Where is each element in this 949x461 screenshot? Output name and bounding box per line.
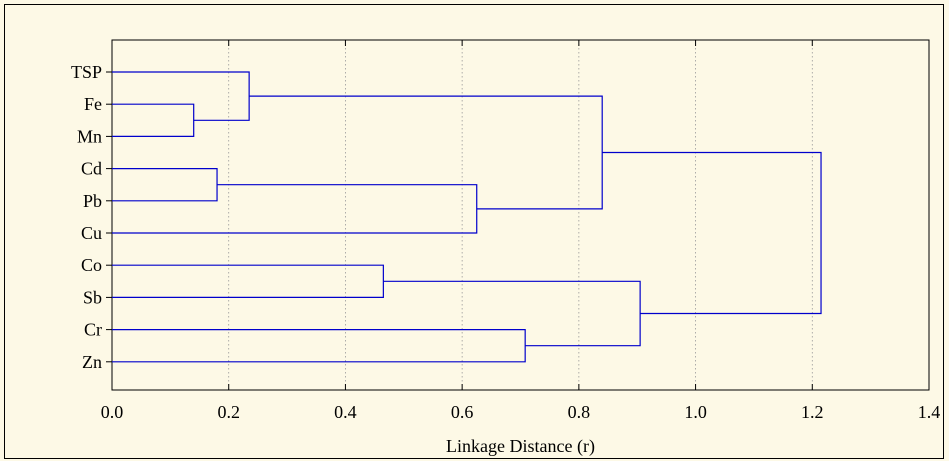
leaf-labels: TSP Fe Mn Cd Pb Cu Co Sb Cr Zn: [71, 62, 112, 372]
chart-frame: [4, 4, 944, 459]
x-tick-label: 0.4: [334, 402, 357, 422]
link-8: [383, 280, 641, 347]
x-tick-label: 1.0: [684, 402, 707, 422]
leaf-label-Pb: Pb: [83, 191, 102, 211]
link-4: [112, 184, 478, 234]
gridlines: [228, 40, 813, 390]
leaf-label-Mn: Mn: [77, 126, 102, 146]
leaf-label-Cu: Cu: [81, 223, 102, 243]
leaf-label-Fe: Fe: [84, 94, 102, 114]
plot-area: [111, 39, 930, 391]
link-6: [112, 264, 384, 298]
x-tick-label: 1.4: [918, 402, 941, 422]
link-7: [112, 329, 526, 363]
leaf-label-Sb: Sb: [83, 287, 102, 307]
link-3: [112, 168, 218, 202]
x-tick-label: 0.8: [568, 402, 591, 422]
x-tick-label: 0.6: [451, 402, 474, 422]
dendrogram-links: [112, 71, 822, 363]
leaf-label-Cr: Cr: [84, 320, 102, 340]
x-tick-label: 1.2: [801, 402, 824, 422]
leaf-label-Co: Co: [81, 255, 102, 275]
link-5: [249, 95, 603, 210]
leaf-label-TSP: TSP: [71, 62, 102, 82]
x-tick-label: 0.0: [101, 402, 124, 422]
x-axis-ticks: 0.0 0.2 0.4 0.6 0.8 1.0 1.2 1.4: [101, 40, 941, 422]
link-9: [602, 151, 822, 315]
link-1: [112, 103, 195, 137]
x-axis-label: Linkage Distance (r): [446, 436, 595, 457]
leaf-label-Cd: Cd: [81, 159, 102, 179]
leaf-label-Zn: Zn: [82, 352, 102, 372]
x-tick-label: 0.2: [217, 402, 240, 422]
